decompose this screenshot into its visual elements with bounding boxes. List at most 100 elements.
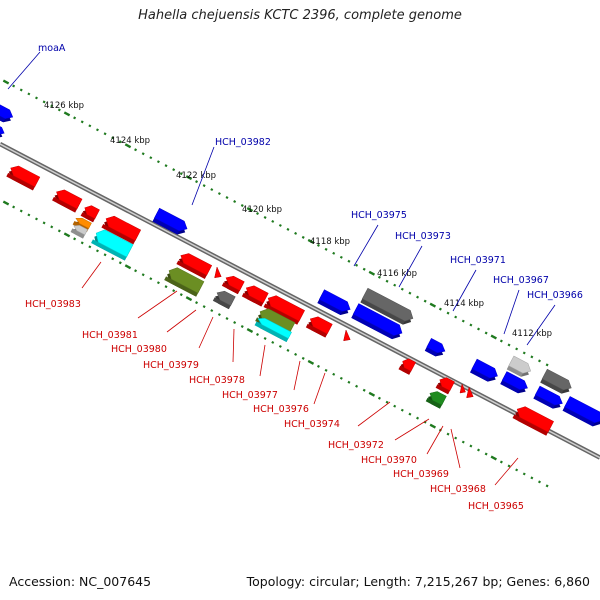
- inner-tick: [12, 205, 16, 209]
- reverse-gene-label[interactable]: HCH_03976: [253, 404, 309, 415]
- feature-HCH_03979: [212, 290, 236, 310]
- outer-tick: [141, 152, 145, 156]
- gene-features: [0, 102, 600, 436]
- reverse-gene-label[interactable]: HCH_03983: [25, 299, 81, 310]
- reverse-gene-label[interactable]: HCH_03970: [361, 455, 417, 466]
- outer-tick: [423, 299, 427, 303]
- backbone-highlight: [0, 143, 600, 459]
- forward-gene-label[interactable]: HCH_03975: [351, 210, 407, 221]
- inner-tick: [141, 273, 145, 277]
- reverse-gene-label[interactable]: HCH_03974: [284, 419, 340, 430]
- forward-gene-label[interactable]: HCH_03966: [527, 290, 583, 301]
- inner-tick: [461, 440, 465, 444]
- forward-leader-line: [526, 304, 556, 346]
- forward-gene-label[interactable]: HCH_03982: [215, 137, 271, 148]
- outer-tick: [484, 331, 488, 335]
- outer-tick: [416, 295, 420, 299]
- outer-tick: [217, 192, 221, 196]
- outer-tick: [400, 287, 404, 291]
- inner-tick: [530, 476, 534, 480]
- feature-lightgray: [70, 225, 88, 239]
- inner-tick: [515, 468, 519, 472]
- inner-tick: [2, 200, 10, 206]
- reverse-leader-line: [137, 290, 178, 319]
- inner-tick: [124, 264, 132, 270]
- inner-tick: [347, 380, 351, 384]
- forward-gene-label[interactable]: moaA: [38, 43, 66, 54]
- inner-tick: [507, 464, 511, 468]
- outer-tick: [156, 160, 160, 164]
- feature-HCH_03981: [176, 253, 213, 279]
- feature-fwd-d: [500, 371, 528, 394]
- feature-HCH_03967: [506, 355, 532, 377]
- reverse-gene-label[interactable]: HCH_03979: [143, 360, 199, 371]
- feature-HCH_03974: [343, 329, 351, 342]
- outer-tick: [95, 128, 99, 132]
- reverse-gene-label[interactable]: HCH_03977: [222, 390, 278, 401]
- scale-label: 4118 kbp: [310, 237, 350, 247]
- feature-HCH_03973: [360, 287, 414, 325]
- outer-tick: [301, 235, 305, 239]
- outer-tick: [324, 247, 328, 251]
- forward-leader-line: [452, 269, 477, 312]
- feature-fwd-f: [562, 396, 600, 427]
- outer-tick: [307, 238, 315, 244]
- outer-tick: [2, 79, 10, 85]
- reverse-leader-line: [259, 344, 266, 377]
- forward-gene-label[interactable]: HCH_03971: [450, 255, 506, 266]
- inner-tick: [307, 359, 315, 365]
- inner-tick: [63, 232, 71, 238]
- forward-gene-label[interactable]: HCH_03973: [395, 231, 451, 242]
- inner-tick: [316, 364, 320, 368]
- reverse-gene-label[interactable]: HCH_03969: [393, 469, 449, 480]
- inner-tick: [484, 452, 488, 456]
- outer-tick: [362, 267, 366, 271]
- outer-tick: [42, 100, 46, 104]
- outer-tick: [124, 143, 132, 149]
- reverse-gene-label[interactable]: HCH_03981: [82, 330, 138, 341]
- genome-backbone: [0, 142, 600, 460]
- scale-label: 4120 kbp: [242, 205, 282, 215]
- inner-tick: [149, 277, 153, 281]
- reverse-gene-label[interactable]: HCH_03965: [468, 501, 524, 512]
- reverse-leader-line: [293, 360, 301, 391]
- outer-tick: [103, 132, 107, 136]
- feature-fwd-b: [351, 303, 403, 340]
- reverse-gene-label[interactable]: HCH_03980: [111, 344, 167, 355]
- inner-tick: [111, 257, 115, 261]
- inner-tick: [35, 217, 38, 221]
- outer-tick: [185, 175, 193, 181]
- inner-tick: [80, 241, 84, 245]
- inner-tick: [339, 376, 343, 380]
- inner-tick: [368, 391, 376, 397]
- outer-tick: [50, 104, 54, 108]
- inner-tick: [499, 460, 503, 464]
- reverse-gene-label[interactable]: HCH_03968: [430, 484, 486, 495]
- inner-tick: [400, 408, 404, 412]
- outer-tick: [35, 96, 38, 100]
- feature-fwd-c: [470, 358, 498, 382]
- accession-label: Accession: NC_007645: [9, 574, 152, 589]
- outer-tick: [233, 200, 237, 204]
- forward-gene-label[interactable]: HCH_03967: [493, 275, 549, 286]
- outer-tick: [438, 307, 442, 311]
- inner-tick: [429, 423, 437, 429]
- inner-tick: [301, 356, 305, 360]
- outer-tick: [507, 343, 511, 347]
- inner-tick: [490, 455, 497, 461]
- genome-stats-label: Topology: circular; Length: 7,215,267 bp…: [246, 574, 590, 589]
- reverse-gene-label[interactable]: HCH_03978: [189, 375, 245, 386]
- reverse-gene-label[interactable]: HCH_03972: [328, 440, 384, 451]
- reverse-leader-line: [394, 418, 430, 441]
- inner-tick: [355, 384, 359, 388]
- inner-tick: [19, 209, 23, 213]
- inner-tick: [179, 293, 183, 297]
- feature-HCH_03965: [512, 406, 554, 436]
- inner-tick: [332, 372, 336, 376]
- forward-leader-line: [7, 51, 41, 90]
- forward-leader-line: [503, 289, 520, 335]
- scale-label: 4116 kbp: [377, 269, 417, 279]
- outer-tick: [339, 255, 343, 259]
- outer-tick: [134, 148, 138, 152]
- feature-fwd: [0, 122, 5, 139]
